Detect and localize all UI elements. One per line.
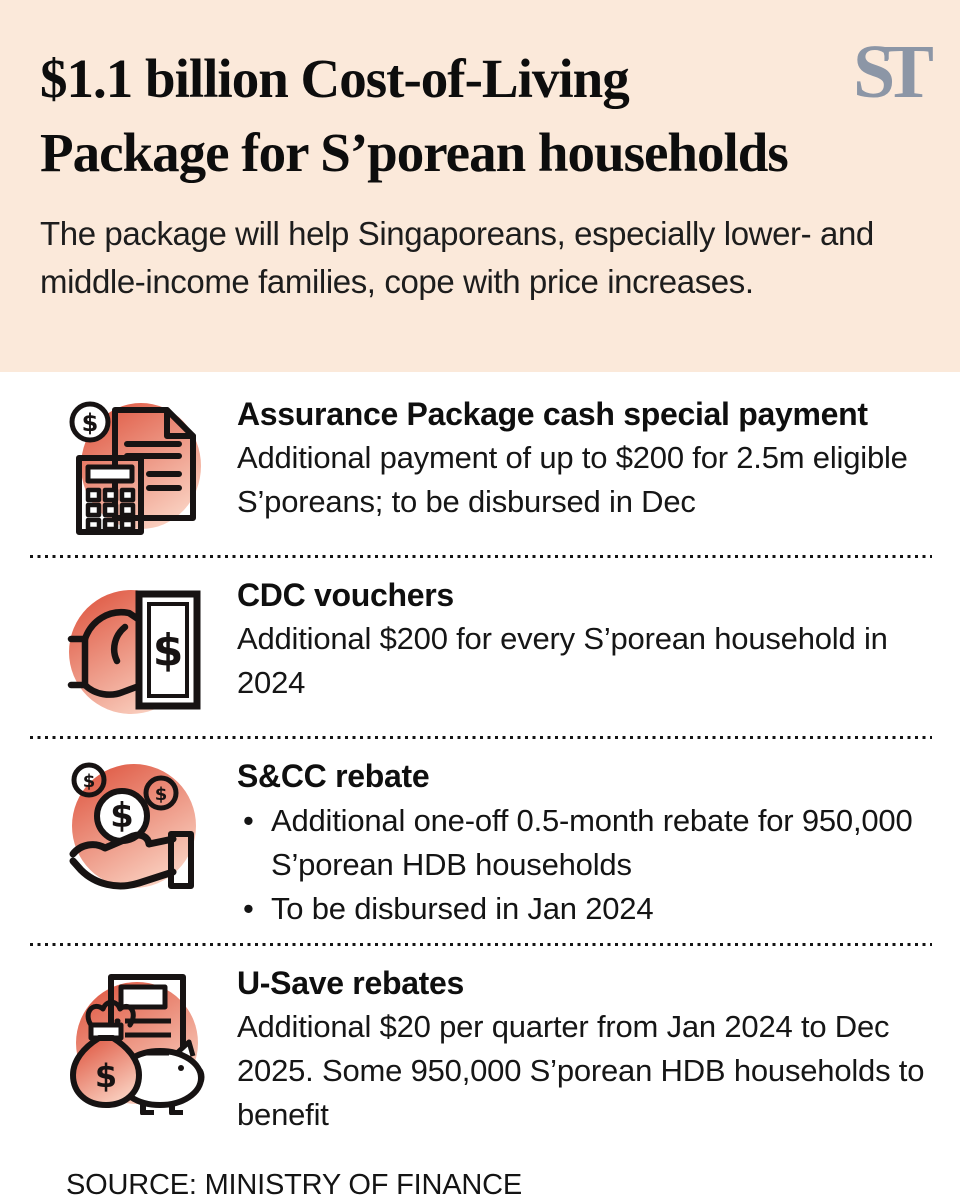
moneybag-piggybank-icon: $ [69, 974, 204, 1115]
benefits-list: $ Assurance Package cash special payment… [0, 372, 960, 1202]
list-item-usave-rebates: $ U-Save rebates Additional $20 per quar… [30, 955, 932, 1163]
dotted-divider [30, 555, 932, 558]
svg-text:$: $ [81, 409, 98, 437]
list-item-cdc-vouchers: $ CDC vouchers Additional $200 for every… [30, 567, 932, 727]
dotted-divider [30, 736, 932, 739]
svg-text:$: $ [94, 1057, 116, 1095]
svg-text:$: $ [110, 796, 134, 836]
bullet-text: To be disbursed in Jan 2024 [271, 891, 654, 926]
straits-times-logo: ST [853, 34, 934, 110]
svg-text:$: $ [154, 784, 167, 805]
title-line-1: $1.1 billion Cost-of-Living [40, 48, 630, 109]
bullet-text: Additional one-off 0.5-month rebate for … [271, 803, 913, 882]
item-body: Additional $200 for every S’porean house… [237, 621, 888, 700]
page-title: $1.1 billion Cost-of-Living Package for … [40, 42, 920, 190]
list-item-assurance-package: $ Assurance Package cash special payment… [30, 386, 932, 546]
item-text: S&CC rebate • Additional one-off 0.5-mon… [237, 748, 932, 931]
bullet-marker: • [243, 803, 254, 838]
item-title: CDC vouchers [237, 577, 454, 613]
hand-banknote-icon: $ [67, 590, 200, 714]
bullet-marker: • [243, 891, 254, 926]
item-title: S&CC rebate [237, 758, 430, 794]
item-text: U-Save rebates Additional $20 per quarte… [237, 955, 932, 1137]
logo-letter-s: S [853, 30, 896, 114]
item-text: Assurance Package cash special payment A… [237, 386, 932, 524]
icon-cell: $ [30, 955, 237, 1115]
list-item: • To be disbursed in Jan 2024 [237, 887, 932, 931]
item-body: Additional payment of up to $200 for 2.5… [237, 440, 908, 519]
logo-letter-t: T [883, 30, 934, 114]
svg-text:$: $ [152, 625, 183, 676]
bullet-list: • Additional one-off 0.5-month rebate fo… [237, 799, 932, 931]
dotted-divider [30, 943, 932, 946]
item-title: Assurance Package cash special payment [237, 396, 868, 432]
title-line-2: Package for S’porean households [40, 122, 789, 183]
list-item: • Additional one-off 0.5-month rebate fo… [237, 799, 932, 887]
item-text: CDC vouchers Additional $200 for every S… [237, 567, 932, 705]
calculator-document-icon: $ [69, 401, 201, 535]
header: $1.1 billion Cost-of-Living Package for … [0, 0, 960, 372]
item-body: Additional $20 per quarter from Jan 2024… [237, 1009, 925, 1132]
svg-text:$: $ [82, 771, 95, 792]
icon-cell: $ [30, 386, 237, 536]
subtitle: The package will help Singaporeans, espe… [40, 215, 874, 300]
icon-cell: $ [30, 567, 237, 727]
source-credit: SOURCE: MINISTRY OF FINANCE [66, 1169, 522, 1201]
item-title: U-Save rebates [237, 965, 465, 1001]
list-item-sncc-rebate: $ $ $ S&CC rebate • Additional one-off 0… [30, 748, 932, 934]
hand-coins-icon: $ $ $ [69, 762, 196, 890]
icon-cell: $ $ $ [30, 748, 237, 900]
